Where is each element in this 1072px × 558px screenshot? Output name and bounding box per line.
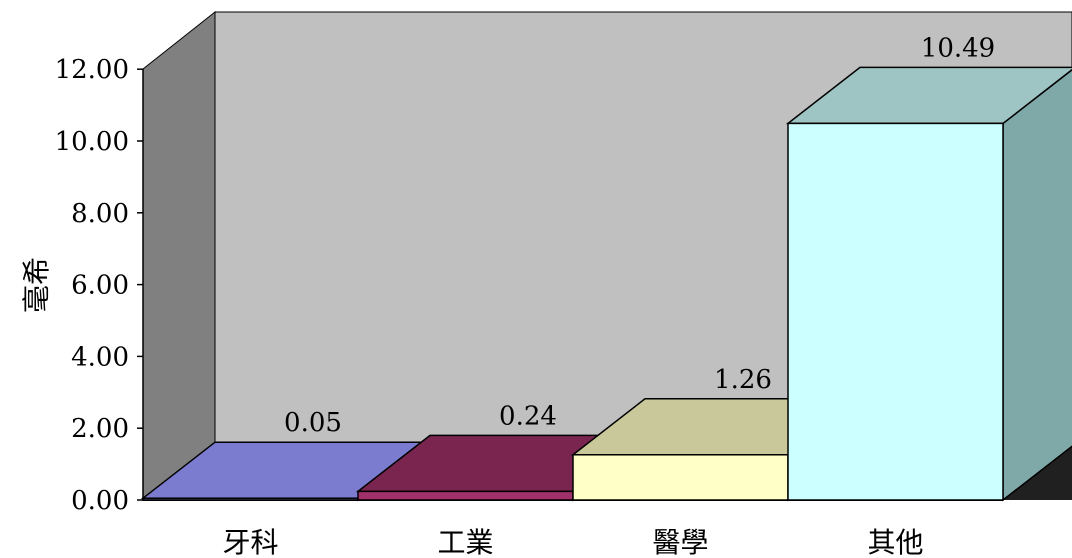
data-label: 1.26 <box>714 365 772 395</box>
bar-front-face <box>142 497 359 501</box>
bar <box>785 66 1072 502</box>
x-category-label: 醫學 <box>652 526 708 558</box>
y-tick-label: 6.00 <box>71 271 129 301</box>
bars <box>140 66 1072 502</box>
side-wall <box>142 10 216 502</box>
y-tick-label: 4.00 <box>71 342 129 372</box>
data-label: 0.24 <box>499 401 557 431</box>
y-tick-label: 10.00 <box>55 127 129 157</box>
bar-front-face <box>787 122 1004 501</box>
bar-front-face <box>572 454 789 501</box>
data-label: 10.49 <box>921 33 995 63</box>
bar-front-face <box>357 490 574 501</box>
y-axis-title: 毫希 <box>20 257 53 313</box>
data-label: 0.05 <box>284 408 342 438</box>
x-category-label: 工業 <box>437 526 493 558</box>
y-tick-label: 8.00 <box>71 199 129 229</box>
data-labels: 0.05 0.24 1.26 10.49 <box>284 33 995 438</box>
x-axis-labels: 牙科 工業 醫學 其他 <box>222 526 923 558</box>
y-tick-label: 2.00 <box>71 414 129 444</box>
y-tick-label: 12.00 <box>55 55 129 85</box>
y-tick-label: 0.00 <box>71 486 129 516</box>
x-category-label: 牙科 <box>222 526 278 558</box>
y-axis-ticks: 0.00 2.00 4.00 6.00 8.00 10.00 12.00 <box>55 55 143 516</box>
x-category-label: 其他 <box>867 526 923 558</box>
bar-side-face <box>1002 68 1072 502</box>
